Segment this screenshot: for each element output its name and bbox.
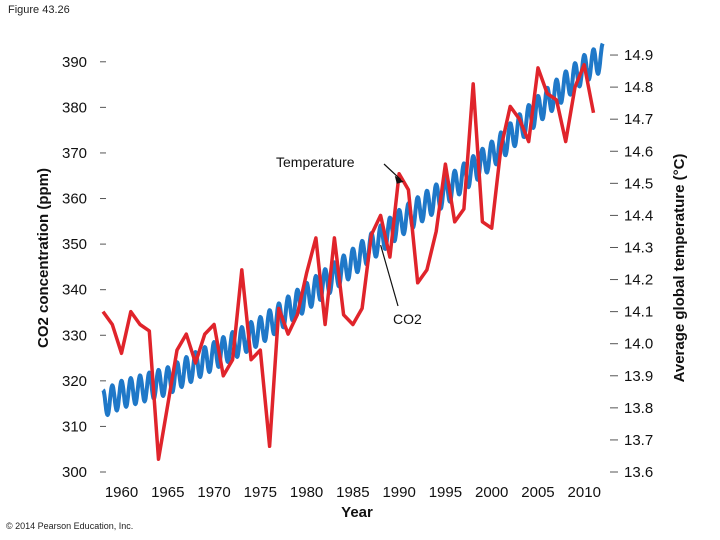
- x-tick-label: 1985: [336, 484, 369, 501]
- co2-series-line: [101, 42, 605, 417]
- y-right-tick-label: 14.7: [624, 111, 653, 128]
- y-right-tick-label: 14.1: [624, 304, 653, 321]
- y-right-tick-label: 13.6: [624, 464, 653, 481]
- y-left-tick-label: 380: [62, 99, 87, 116]
- y-left-tick-label: 320: [62, 373, 87, 390]
- y-axis-left-title: CO2 concentration (ppm): [35, 168, 52, 348]
- copyright-notice: © 2014 Pearson Education, Inc.: [6, 521, 134, 531]
- temperature-annotation: Temperature: [276, 154, 355, 170]
- y-left-tick-label: 370: [62, 145, 87, 162]
- y-right-tick-label: 14.9: [624, 47, 653, 64]
- y-left-tick-label: 330: [62, 327, 87, 344]
- y-axis-right-title: Average global temperature (°C): [671, 154, 688, 383]
- x-tick-label: 1980: [290, 484, 323, 501]
- co2-annotation: CO2: [393, 311, 422, 327]
- y-right-tick-label: 14.2: [624, 272, 653, 289]
- y-right-tick-label: 13.7: [624, 432, 653, 449]
- x-tick-label: 2005: [521, 484, 554, 501]
- y-right-tick-label: 13.8: [624, 400, 653, 417]
- y-left-tick-label: 340: [62, 282, 87, 299]
- y-left-tick-label: 300: [62, 464, 87, 481]
- series-lines: [101, 42, 605, 461]
- tick-labels: 1960 1965 1970 1975 1980 1985 1990 1995 2000 2005…: [62, 47, 653, 501]
- x-tick-label: 1970: [197, 484, 230, 501]
- figure-label: Figure 43.26: [8, 4, 70, 16]
- x-tick-label: 1995: [429, 484, 462, 501]
- x-tick-label: 1975: [244, 484, 277, 501]
- co2-annotation-leader: [380, 244, 399, 307]
- y-right-tick-label: 14.8: [624, 79, 653, 96]
- y-left-tick-label: 390: [62, 54, 87, 71]
- x-tick-label: 1960: [105, 484, 138, 501]
- temperature-series-line: [101, 62, 596, 461]
- y-right-tick-label: 14.3: [624, 239, 653, 256]
- y-left-tick-label: 310: [62, 418, 87, 435]
- y-right-tick-label: 13.9: [624, 368, 653, 385]
- y-right-tick-label: 14.0: [624, 336, 653, 353]
- y-left-tick-label: 350: [62, 236, 87, 253]
- y-right-tick-label: 14.6: [624, 143, 653, 160]
- x-tick-label: 1965: [151, 484, 184, 501]
- temperature-annotation-arrowhead: [394, 175, 404, 184]
- y-left-tick-label: 360: [62, 191, 87, 208]
- tick-marks: [100, 54, 618, 473]
- y-right-tick-label: 14.5: [624, 175, 653, 192]
- x-tick-label: 2010: [568, 484, 601, 501]
- x-axis-title: Year: [341, 504, 373, 521]
- annotations: Temperature CO2: [276, 154, 422, 327]
- temperature-annotation-leader: [383, 163, 402, 181]
- y-right-tick-label: 14.4: [624, 207, 653, 224]
- x-tick-label: 1990: [382, 484, 415, 501]
- x-tick-label: 2000: [475, 484, 508, 501]
